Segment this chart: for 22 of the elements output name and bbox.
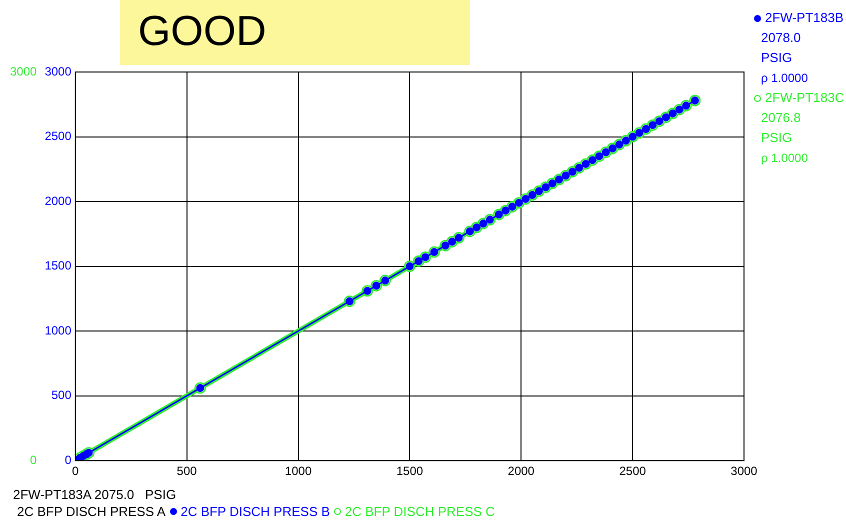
y-tick-label: 1000 [44, 323, 72, 338]
y-tick-label: 2500 [44, 129, 72, 144]
x-axis-title: 2FW-PT183A 2075.0 PSIG [13, 487, 176, 502]
y-tick-label: 0 [64, 452, 72, 467]
y2-tick-label: 3000 [10, 64, 38, 78]
text: 2C BFP DISCH PRESS A [17, 504, 166, 519]
chart-title: GOOD [120, 0, 470, 65]
x-tick-label: 500 [176, 464, 198, 478]
y-tick-label: 2000 [44, 194, 72, 208]
x-tick-label: 2500 [619, 464, 646, 478]
y2-tick-label: 0 [30, 452, 38, 467]
x-tick-label: 2000 [508, 464, 535, 478]
text: 2FW-PT183B 2078.0 PSIG ρ 1.0000 [760, 9, 844, 87]
y-tick-label: 3000 [44, 64, 72, 78]
legend-label: 2C BFP DISCH PRESS C [344, 504, 495, 519]
legend-label: 2C BFP DISCH PRESS B [180, 504, 330, 519]
y-tick-label: 1500 [44, 258, 72, 273]
x-tick-label: 3000 [730, 464, 758, 478]
x-tick-label: 1500 [396, 464, 424, 478]
y-tick-label: 500 [51, 388, 72, 402]
text: 2FW-PT183C 2076.8 PSIG ρ 1.0000 [760, 89, 844, 167]
x-tick-label: 1000 [284, 464, 312, 478]
